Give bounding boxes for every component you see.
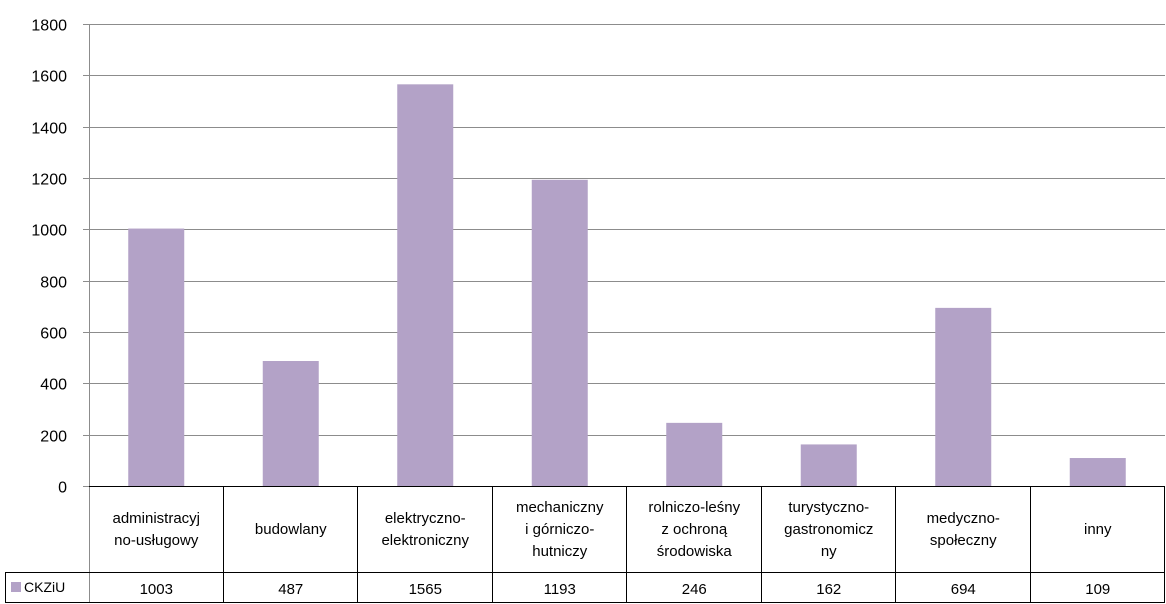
y-tick-label: 1200 [31, 172, 67, 189]
category-label: administracyj no-usługowy [112, 510, 200, 549]
category-label-line: turystyczno- [788, 499, 869, 516]
bars [128, 84, 1126, 487]
category-label-line: gastronomicz [784, 521, 873, 538]
data-table-value: 162 [816, 581, 841, 598]
y-axis-tick-labels: 0 200 400 600 800 1000 1200 1400 1600 1800 [31, 18, 67, 497]
category-label-line: środowiska [657, 543, 733, 560]
category-label: mechaniczny i górniczo-hutniczy [516, 499, 604, 560]
category-label-line: hutniczy [532, 543, 588, 560]
data-table-value: 1193 [544, 581, 576, 598]
data-table: administracyj no-usługowy budowlany elektry… [5, 486, 1165, 603]
category-label-line: medyczno- [927, 510, 1000, 527]
category-label-line: no-usługowy [114, 532, 199, 549]
gridlines [89, 24, 1165, 436]
category-label: turystyczno-gastronomicz ny [784, 499, 873, 560]
data-table-value: 1565 [409, 581, 442, 598]
bar [128, 228, 185, 486]
category-label-line: z ochroną [661, 521, 728, 538]
y-tick-label: 1400 [31, 121, 67, 138]
category-label-line: społeczny [930, 532, 997, 549]
category-label-line: ny [821, 543, 837, 560]
y-tick-label: 1600 [31, 69, 67, 86]
axes [83, 24, 90, 602]
category-label-line: administracyj [112, 510, 200, 527]
y-tick-label: 200 [40, 429, 67, 446]
category-label-line: i górniczo- [525, 521, 594, 538]
data-table-value: 694 [951, 581, 976, 598]
category-label-line: budowlany [255, 521, 327, 538]
category-label-line: mechaniczny [516, 499, 604, 516]
data-table-value: 1003 [140, 581, 173, 598]
y-tick-label: 400 [40, 377, 67, 394]
category-label: inny [1084, 521, 1112, 538]
category-label: medyczno-społeczny [927, 510, 1000, 549]
legend-swatch [11, 582, 21, 592]
bar [397, 84, 454, 487]
category-label: budowlany [255, 521, 327, 538]
y-tick-label: 1000 [31, 223, 67, 240]
category-label-line: rolniczo-leśny [648, 499, 740, 516]
bar [1069, 458, 1126, 486]
bar [531, 179, 588, 486]
data-table-value: 246 [682, 581, 707, 598]
y-tick-label: 600 [40, 326, 67, 343]
data-table-value: 109 [1085, 581, 1110, 598]
bar [666, 422, 723, 486]
y-tick-label: 0 [58, 480, 67, 497]
bar [262, 361, 319, 486]
y-tick-label: 800 [40, 275, 67, 292]
category-label-line: elektryczno- [385, 510, 466, 527]
category-label: rolniczo-leśny z ochroną środowiska [648, 499, 740, 560]
category-label-line: inny [1084, 521, 1112, 538]
bar [800, 444, 857, 486]
data-table-value: 487 [278, 581, 303, 598]
y-tick-label: 1800 [31, 18, 67, 35]
category-label-line: elektroniczny [381, 532, 469, 549]
bar [935, 307, 992, 486]
category-label: elektryczno-elektroniczny [381, 510, 469, 549]
legend-label: CKZiU [24, 579, 65, 595]
